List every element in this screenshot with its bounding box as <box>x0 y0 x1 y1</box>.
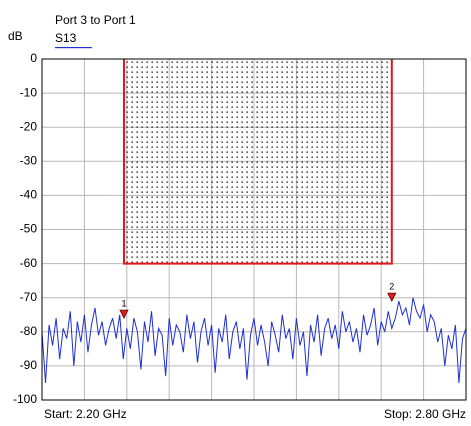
stop-label: Stop: 2.80 GHz <box>384 407 466 421</box>
y-tick-label: -20 <box>20 119 38 133</box>
marker-label: 2 <box>389 281 394 291</box>
y-tick-label: -30 <box>20 153 38 167</box>
trace-line <box>41 297 467 383</box>
y-tick-label: -60 <box>20 256 38 270</box>
y-tick-label: -80 <box>20 324 38 338</box>
y-tick-label: -70 <box>20 290 38 304</box>
marker <box>387 292 397 303</box>
start-label: Start: 2.20 GHz <box>44 407 127 421</box>
limit-line <box>122 59 393 265</box>
y-tick-label: -90 <box>20 358 38 372</box>
legend-label: S13 <box>55 31 77 45</box>
y-tick-label: -40 <box>20 188 38 202</box>
marker <box>119 309 129 320</box>
limit-region <box>123 59 392 264</box>
y-tick-label: -100 <box>13 392 37 406</box>
y-tick-label: -10 <box>20 85 38 99</box>
y-tick-label: -50 <box>20 222 38 236</box>
legend-swatch <box>55 47 92 49</box>
chart-title: Port 3 to Port 1 <box>55 13 136 27</box>
marker-label: 1 <box>121 299 126 309</box>
y-axis-label: dB <box>8 29 23 43</box>
plot-frame <box>41 58 467 401</box>
y-tick-label: 0 <box>30 51 37 65</box>
